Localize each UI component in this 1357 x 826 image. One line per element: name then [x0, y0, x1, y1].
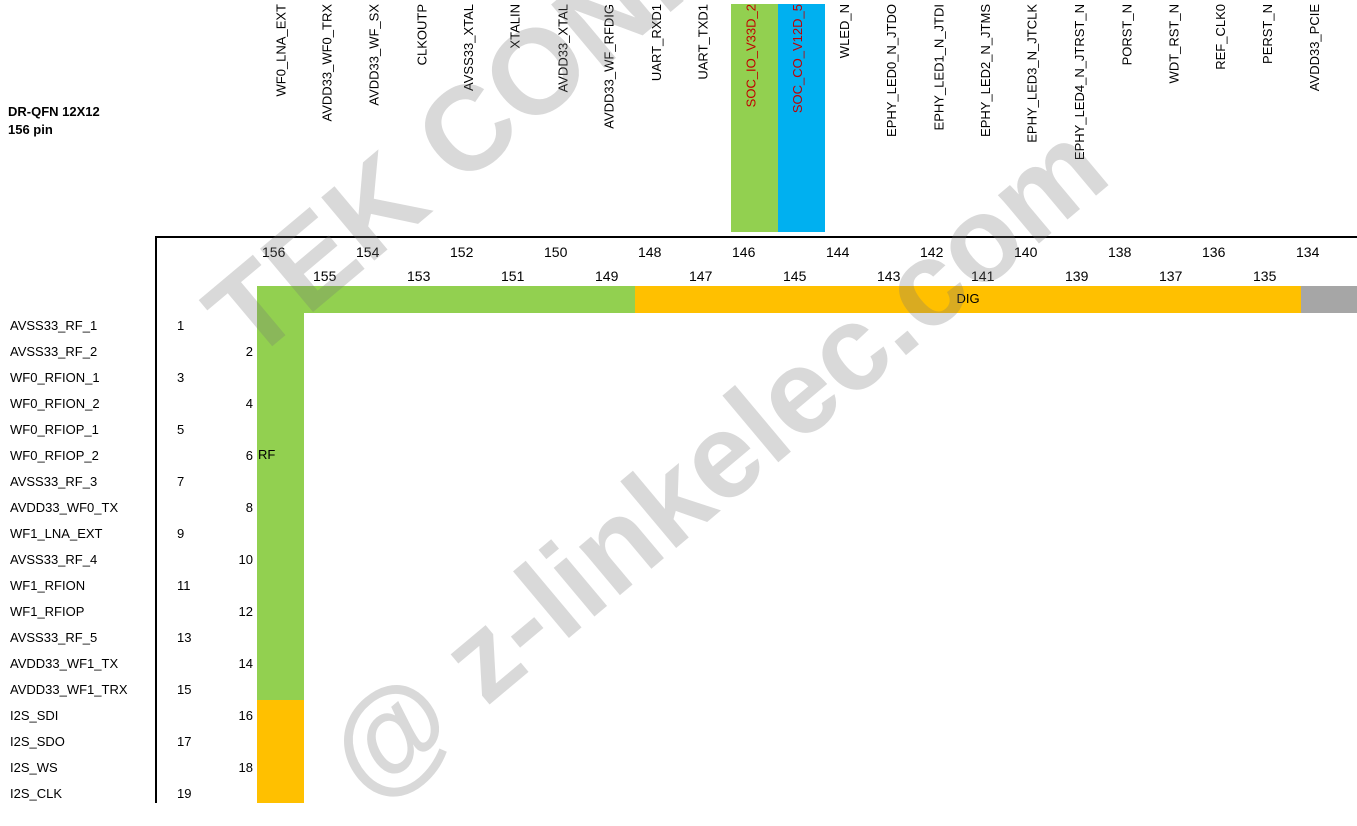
top-signal-label: EPHY_LED1_N_JTDI [931, 4, 946, 131]
top-pin-number: 156 [262, 244, 286, 260]
left-border [155, 236, 157, 803]
top-signal-label: AVSS33_XTAL [461, 4, 476, 91]
dig-bar: DIG [635, 286, 1301, 313]
top-pin-number: 155 [313, 268, 337, 284]
top-pin-number: 149 [595, 268, 619, 284]
top-signal-label: WDT_RST_N [1166, 4, 1181, 84]
soc-co-highlight [778, 4, 825, 232]
left-pin-name: WF1_RFIOP [10, 604, 85, 619]
top-signal-label: PORST_N [1119, 4, 1134, 66]
left-pin-number: 19 [177, 786, 192, 801]
top-pin-number: 135 [1253, 268, 1277, 284]
top-signal-label: EPHY_LED4_N_JTRST_N [1072, 4, 1087, 161]
left-pin-number: 10 [238, 552, 253, 567]
left-pin-number: 16 [238, 708, 253, 723]
top-signal-label: AVDD33_WF0_TRX [320, 4, 335, 122]
dig-left-bar [257, 700, 304, 803]
left-pin-number: 14 [238, 656, 253, 671]
top-pin-number: 137 [1159, 268, 1183, 284]
left-pin-name: WF0_RFION_2 [10, 396, 100, 411]
top-pin-number: 142 [920, 244, 944, 260]
left-pin-name: AVSS33_RF_2 [10, 344, 98, 359]
left-pin-name: WF0_RFION_1 [10, 370, 100, 385]
top-signal-label: AVDD33_WF_RFDIG [602, 4, 617, 129]
left-pin-name: I2S_WS [10, 760, 58, 775]
top-signal-label: AVDD33_WF_SX [367, 4, 382, 106]
top-signal-label: AVDD33_XTAL [555, 4, 570, 93]
left-pin-number: 15 [177, 682, 192, 697]
top-signal-label: EPHY_LED2_N_JTMS [978, 4, 993, 137]
package-type: DR-QFN 12X12 [8, 104, 100, 119]
left-pin-name: AVDD33_WF0_TX [10, 500, 119, 515]
top-pin-number: 138 [1108, 244, 1132, 260]
left-pin-number: 18 [238, 760, 253, 775]
left-pin-number: 8 [245, 500, 253, 515]
left-pin-name: AVSS33_RF_1 [10, 318, 98, 333]
left-pin-number: 2 [245, 344, 253, 359]
top-signal-label: AVDD33_PCIE [1307, 4, 1322, 92]
soc-io-highlight [731, 4, 778, 232]
top-signal-label: CLKOUTP [414, 4, 429, 66]
left-pin-name: WF1_LNA_EXT [10, 526, 103, 541]
top-signal-label: SOC_IO_V33D_2 [743, 4, 758, 108]
left-pin-number: 11 [177, 578, 191, 593]
top-pin-number: 140 [1014, 244, 1038, 260]
left-pin-number: 4 [245, 396, 253, 411]
left-pin-number: 3 [177, 370, 185, 385]
top-pin-number: 154 [356, 244, 380, 260]
left-pin-name: AVSS33_RF_5 [10, 630, 98, 645]
rf-top-bar [257, 286, 635, 313]
left-pin-number: 1 [177, 318, 185, 333]
top-signal-label: SOC_CO_V12D_5 [790, 4, 805, 114]
rf-label: RF [258, 447, 276, 462]
left-pin-number: 12 [238, 604, 253, 619]
left-pin-name: WF0_RFIOP_2 [10, 448, 99, 463]
top-signal-label: EPHY_LED0_N_JTDO [884, 4, 899, 137]
left-pin-name: AVSS33_RF_3 [10, 474, 98, 489]
top-pin-number: 141 [971, 268, 995, 284]
left-pin-number: 7 [177, 474, 185, 489]
left-pin-number: 6 [245, 448, 253, 463]
left-pin-number: 5 [177, 422, 185, 437]
left-pin-name: AVDD33_WF1_TX [10, 656, 119, 671]
left-pin-name: I2S_SDO [10, 734, 65, 749]
other-bar [1301, 286, 1357, 313]
left-pin-name: WF1_RFION [10, 578, 86, 593]
left-pin-name: AVDD33_WF1_TRX [10, 682, 128, 697]
top-pin-number: 147 [689, 268, 713, 284]
top-pin-number: 139 [1065, 268, 1089, 284]
rf-left-bar [257, 313, 304, 700]
left-pin-name: I2S_CLK [10, 786, 63, 801]
top-signal-label: WLED_N [837, 4, 852, 59]
left-pin-number: 13 [177, 630, 192, 645]
left-pin-name: AVSS33_RF_4 [10, 552, 98, 567]
top-pin-number: 134 [1296, 244, 1320, 260]
top-pin-number: 146 [732, 244, 756, 260]
left-pin-number: 9 [177, 526, 185, 541]
dig-label: DIG [956, 291, 980, 306]
top-pin-number: 145 [783, 268, 807, 284]
top-pin-number: 136 [1202, 244, 1226, 260]
top-pin-number: 152 [450, 244, 474, 260]
top-pin-number: 144 [826, 244, 850, 260]
top-signal-label: WF0_LNA_EXT [273, 4, 288, 97]
top-signal-label: REF_CLK0 [1213, 4, 1228, 70]
pin-count: 156 pin [8, 122, 53, 137]
top-pin-number: 150 [544, 244, 568, 260]
top-signal-label: UART_RXD1 [649, 4, 664, 82]
top-border [155, 236, 1357, 238]
top-signal-label: XTALIN [508, 4, 523, 49]
left-pin-name: WF0_RFIOP_1 [10, 422, 99, 437]
top-pin-number: 153 [407, 268, 431, 284]
left-pin-number: 17 [177, 734, 192, 749]
top-signal-label: PERST_N [1260, 4, 1275, 64]
left-pin-name: I2S_SDI [10, 708, 59, 723]
top-pin-number: 148 [638, 244, 662, 260]
top-signal-label: EPHY_LED3_N_JTCLK [1025, 4, 1040, 143]
top-signal-label: UART_TXD1 [696, 4, 711, 80]
top-pin-number: 143 [877, 268, 901, 284]
top-pin-number: 151 [501, 268, 525, 284]
